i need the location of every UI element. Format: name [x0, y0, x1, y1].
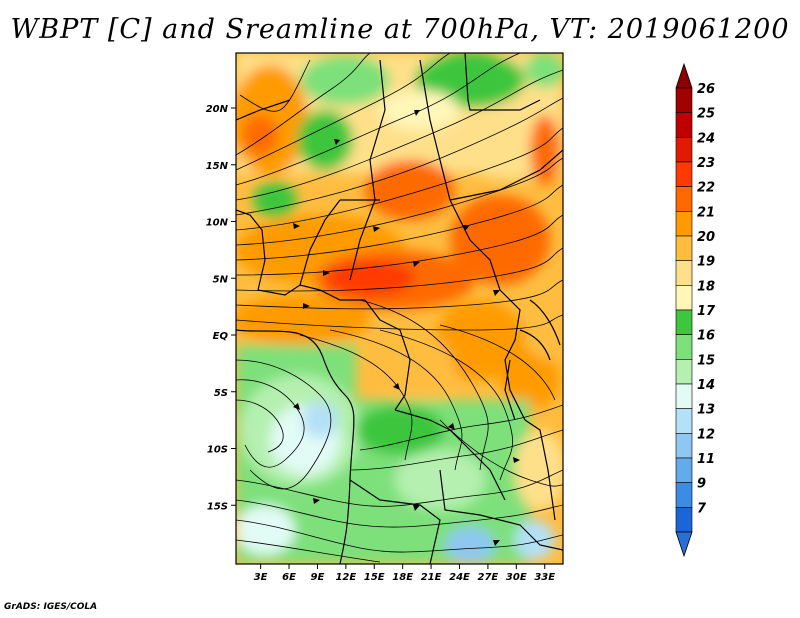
- colorbar-label: 7: [697, 501, 707, 516]
- colorbar-swatch: [675, 260, 693, 286]
- colorbar-swatch: [675, 137, 693, 163]
- lat-tick-label: 10S: [207, 445, 228, 456]
- colorbar-label: 23: [697, 156, 715, 171]
- colorbar-swatch: [675, 87, 693, 113]
- colorbar-swatch: [675, 482, 693, 508]
- colorbar-label: 15: [697, 353, 715, 368]
- colorbar-swatch: [675, 433, 693, 459]
- colorbar-swatch: [675, 383, 693, 409]
- colorbar-label: 19: [697, 255, 715, 270]
- lon-tick-label: 12E: [335, 572, 356, 583]
- lat-tick-label: 20N: [206, 104, 229, 115]
- longitude-axis: 3E 6E 9E 12E 15E 18E 21E 24E 27E 30E 33E: [254, 564, 555, 583]
- lat-tick-label: 15N: [206, 161, 229, 172]
- colorbar-label: 20: [697, 230, 715, 245]
- colorbar-swatch: [675, 359, 693, 385]
- colorbar-swatch: [675, 507, 693, 533]
- colorbar-label: 21: [697, 205, 715, 220]
- lon-tick-label: 27E: [478, 572, 499, 583]
- lon-tick-label: 9E: [311, 572, 325, 583]
- grads-credit: GrADS: IGES/COLA: [4, 602, 98, 612]
- colorbar-swatch: [675, 309, 693, 335]
- colorbar-swatch: [675, 235, 693, 261]
- lat-tick-label: 10N: [206, 218, 229, 229]
- colorbar-swatch: [675, 285, 693, 311]
- lat-tick-label: 5S: [214, 388, 228, 399]
- colorbar: 26 25 24 23 22 21 20 19 18 17 16 15 14 13 12 11 9 7: [675, 62, 716, 558]
- colorbar-bottom-arrow: [675, 531, 693, 558]
- colorbar-label: 12: [697, 427, 715, 442]
- colorbar-label: 9: [697, 477, 706, 492]
- lon-tick-label: 18E: [392, 572, 413, 583]
- lon-tick-label: 15E: [364, 572, 385, 583]
- colorbar-top-arrow: [675, 62, 693, 89]
- lat-tick-label: 15S: [207, 501, 228, 512]
- colorbar-label: 18: [697, 279, 715, 294]
- lat-tick-label: EQ: [213, 331, 229, 342]
- colorbar-label: 25: [697, 107, 715, 122]
- map-area: [236, 53, 563, 564]
- colorbar-swatch: [675, 408, 693, 434]
- colorbar-label: 13: [697, 403, 715, 418]
- colorbar-label: 11: [697, 452, 715, 467]
- map-title: WBPT [C] and Sreamline at 700hPa, VT: 20…: [10, 14, 790, 45]
- lon-tick-label: 30E: [506, 572, 527, 583]
- colorbar-label: 14: [697, 378, 715, 393]
- colorbar-swatch: [675, 334, 693, 360]
- latitude-axis: 20N 15N 10N 5N EQ 5S 10S 15S: [206, 104, 236, 512]
- colorbar-swatch: [675, 112, 693, 138]
- lon-tick-label: 33E: [534, 572, 555, 583]
- colorbar-swatch: [675, 161, 693, 187]
- colorbar-label: 22: [697, 181, 715, 196]
- colorbar-swatch: [675, 211, 693, 237]
- colorbar-swatch: [675, 457, 693, 483]
- colorbar-label: 17: [697, 304, 716, 319]
- map-frame: [235, 52, 564, 565]
- lon-tick-label: 24E: [449, 572, 470, 583]
- colorbar-swatch: [675, 186, 693, 212]
- colorbar-label: 26: [697, 82, 715, 97]
- lon-tick-label: 3E: [254, 572, 268, 583]
- lat-tick-label: 5N: [213, 274, 229, 285]
- lon-tick-label: 6E: [282, 572, 296, 583]
- colorbar-label: 16: [697, 329, 715, 344]
- colorbar-label: 24: [697, 131, 715, 146]
- country-borders: [236, 53, 563, 564]
- lon-tick-label: 21E: [421, 572, 442, 583]
